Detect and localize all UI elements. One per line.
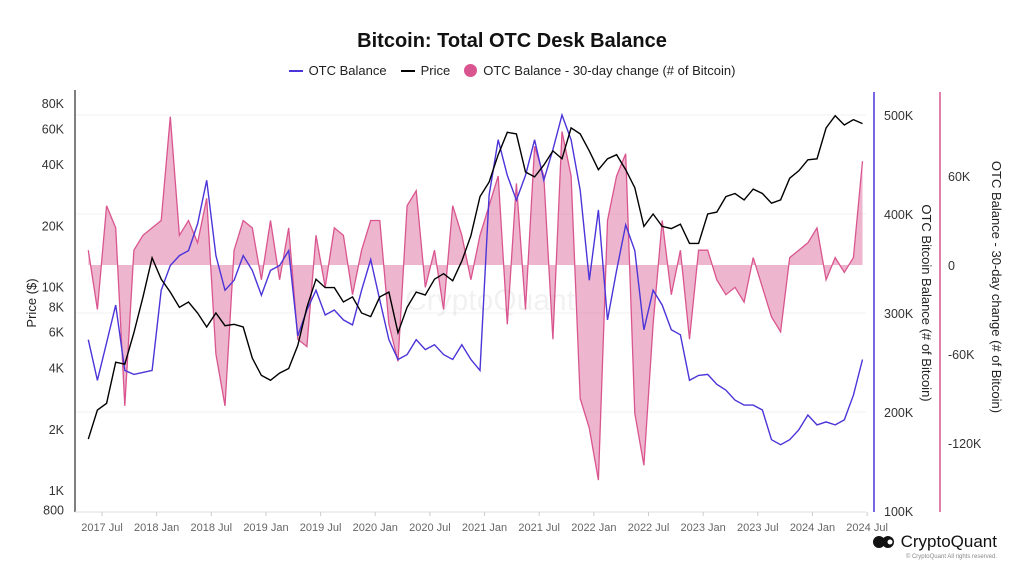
series-change-line [87,116,864,481]
cryptoquant-logo-icon [872,536,894,548]
x-tick-label: 2023 Jul [737,522,779,534]
y-left-tick-label: 4K [49,362,65,376]
chart-title: Bitcoin: Total OTC Desk Balance [357,30,667,52]
y-right2-label: OTC Balance - 30-day change (# of Bitcoi… [989,161,1004,413]
x-tick-label: 2024 Jan [790,522,835,534]
y-right1-tick-label: 300K [884,307,914,321]
y-right2-tick-label: 0 [948,259,955,273]
y-left-tick-label: 8K [49,300,65,314]
legend-swatch-price [400,69,415,72]
y-left-tick-label: 1K [49,484,65,498]
brand-copyright: © CryptoQuant All rights reserved. [905,554,997,560]
y-right1-tick-label: 400K [884,208,914,222]
y-left-tick-label: 6K [49,326,65,340]
y-right1-tick-label: 200K [884,406,914,420]
brand-name: CryptoQuant [900,532,997,551]
x-tick-label: 2019 Jan [243,522,288,534]
x-tick-label: 2020 Jan [353,522,398,534]
y-left-tick-label: 2K [49,423,65,437]
x-tick-label: 2023 Jan [681,522,726,534]
y-right2-tick-label: 60K [948,170,971,184]
legend-label: Price [420,63,451,78]
x-tick-label: 2018 Jul [191,522,233,534]
legend-label: OTC Balance [308,63,387,78]
y-right2-tick-label: -120K [948,437,982,451]
brand-logo: CryptoQuant [872,532,997,552]
x-tick-label: 2024 Jul [846,522,888,534]
y-left-tick-label: 40K [42,158,65,172]
legend: OTC Balance Price OTC Balance - 30-day c… [0,63,1024,78]
legend-label: OTC Balance - 30-day change (# of Bitcoi… [483,63,736,78]
series-price-line [87,114,863,440]
y-left-label: Price ($) [24,278,39,327]
x-tick-label: 2021 Jan [462,522,507,534]
y-left-tick-label: 20K [42,219,65,233]
legend-item-change[interactable]: OTC Balance - 30-day change (# of Bitcoi… [464,63,735,78]
series-otc-balance-line [87,112,864,446]
x-tick-label: 2019 Jul [300,522,342,534]
y-right1-tick-label: 500K [884,109,914,123]
y-left-tick-label: 10K [42,281,65,295]
legend-item-price[interactable]: Price [400,63,451,78]
x-tick-label: 2022 Jan [571,522,616,534]
legend-swatch-otc-balance [288,69,303,72]
x-tick-label: 2017 Jul [81,522,123,534]
x-tick-label: 2022 Jul [628,522,670,534]
y-right1-tick-label: 100K [884,505,914,519]
y-left-tick-label: 60K [42,122,65,136]
y-left-tick-label: 80K [42,97,65,111]
y-right2-tick-label: -60K [948,348,975,362]
x-tick-label: 2018 Jan [134,522,179,534]
x-tick-label: 2021 Jul [518,522,560,534]
x-tick-label: 2020 Jul [409,522,451,534]
y-right1-label: OTC Bitcoin Balance (# of Bitcoin) [919,204,934,401]
brand: CryptoQuant © CryptoQuant All rights res… [872,532,997,560]
y-left-tick-label: 800 [43,504,64,518]
legend-item-otc-balance[interactable]: OTC Balance [288,63,387,78]
legend-swatch-change [464,64,478,77]
watermark: CryptoQuant [405,284,576,317]
